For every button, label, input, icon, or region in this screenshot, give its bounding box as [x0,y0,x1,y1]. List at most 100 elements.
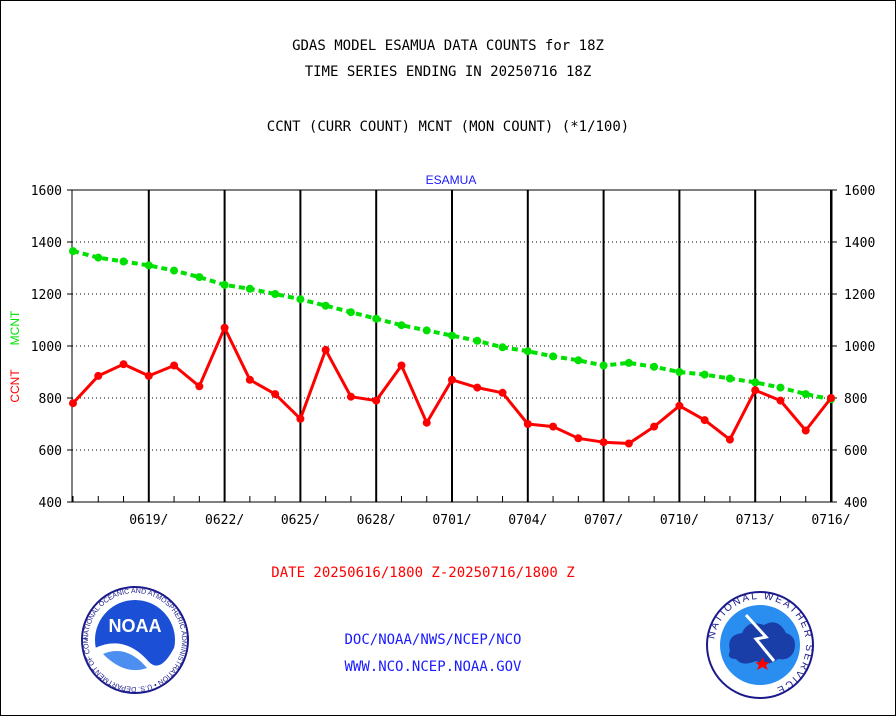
y-tick-label-right: 1400 [844,236,875,251]
data-point-ccnt [700,416,709,425]
data-point-mcnt [245,284,254,293]
data-point-ccnt [94,371,103,380]
data-point-ccnt [498,388,507,397]
data-point-ccnt [624,439,633,448]
credit-line-org: DOC/NOAA/NWS/NCEP/NCO [344,632,522,648]
data-point-mcnt [549,352,558,361]
data-point-mcnt [523,347,532,356]
data-point-mcnt [422,326,431,335]
data-point-ccnt [776,396,785,405]
grid-layer [67,189,837,503]
data-point-mcnt [372,314,381,323]
data-point-mcnt [751,378,760,387]
data-point-ccnt [372,396,381,405]
x-tick-label: 0701/ [432,513,471,528]
data-point-ccnt [170,361,179,370]
series-layer [69,247,835,448]
y-tick-label-right: 800 [844,392,867,407]
data-point-ccnt [574,434,583,443]
data-point-ccnt [271,390,280,399]
y-tick-label-left: 1000 [31,340,62,355]
x-tick-label: 0619/ [129,513,168,528]
x-tick-label: 0704/ [508,513,547,528]
y-tick-label-right: 1200 [844,288,875,303]
data-point-ccnt [650,422,659,431]
data-point-ccnt [448,375,456,384]
data-point-mcnt [346,308,355,317]
data-point-ccnt [346,392,355,401]
y-tick-label-left: 400 [39,496,62,511]
noaa-logo: NOAA NATIONAL OCEANIC AND ATMOSPHERIC AD… [81,586,189,694]
data-point-ccnt [675,401,684,410]
data-point-mcnt [776,383,785,392]
data-point-ccnt [119,360,128,369]
data-point-ccnt [195,382,204,391]
x-tick-label: 0713/ [736,513,775,528]
data-point-mcnt [599,361,608,370]
data-point-ccnt [69,399,77,408]
data-point-mcnt [397,321,406,330]
chart-legend-text: CCNT (CURR COUNT) MCNT (MON COUNT) (*1/1… [266,119,630,135]
data-point-ccnt [599,438,608,447]
data-point-ccnt [397,361,406,370]
y-tick-label-left: 600 [39,444,62,459]
data-point-ccnt [220,323,229,332]
x-tick-label: 0625/ [281,513,320,528]
data-point-mcnt [271,290,280,298]
data-point-ccnt [321,345,330,354]
y-tick-label-left: 800 [39,392,62,407]
chart-title: GDAS MODEL ESAMUA DATA COUNTS for 18Z [292,38,604,54]
plot-border [71,189,833,503]
data-point-ccnt [473,383,482,392]
data-point-ccnt [827,394,835,402]
data-point-mcnt [448,331,456,340]
data-point-mcnt [321,301,330,310]
station-label: ESAMUA [426,173,477,187]
data-point-mcnt [170,266,179,275]
data-point-mcnt [700,370,709,379]
y-axis-label-ccnt: CCNT [8,369,22,403]
x-tick-label: 0710/ [660,513,699,528]
date-range-label: DATE 20250616/1800 Z-20250716/1800 Z [271,565,575,581]
x-tick-label: 0716/ [811,513,850,528]
data-point-mcnt [195,273,204,282]
y-tick-label-left: 1200 [31,288,62,303]
data-point-mcnt [498,343,507,352]
data-point-ccnt [751,386,760,395]
y-tick-label-right: 1600 [844,184,875,199]
data-point-ccnt [725,435,734,444]
credit-line-url[interactable]: WWW.NCO.NCEP.NOAA.GOV [344,659,522,675]
data-point-ccnt [245,375,254,384]
data-point-ccnt [296,414,305,423]
data-point-ccnt [144,371,153,380]
x-tick-label: 0628/ [357,513,396,528]
data-point-mcnt [473,336,482,345]
y-tick-label-right: 400 [844,496,867,511]
y-axis-label-mcnt: MCNT [8,310,22,345]
data-point-mcnt [296,295,305,304]
data-point-mcnt [119,257,128,266]
data-point-mcnt [220,280,229,289]
data-point-ccnt [549,422,558,431]
data-point-mcnt [650,362,659,371]
data-point-mcnt [94,253,103,262]
chart-subtitle: TIME SERIES ENDING IN 20250716 18Z [304,64,592,80]
data-point-ccnt [801,426,810,435]
data-point-mcnt [69,247,77,256]
data-point-mcnt [624,358,633,367]
x-tick-label: 0707/ [584,513,623,528]
data-point-mcnt [801,390,810,399]
x-tick-label: 0622/ [205,513,244,528]
tick-layer: 400 400 600 600 800 800 1000 1000 1200 1200 1400 14… [31,184,876,528]
data-point-mcnt [144,261,153,270]
data-point-mcnt [574,356,583,365]
data-point-mcnt [725,374,734,383]
y-tick-label-left: 1600 [31,184,62,199]
data-point-mcnt [675,368,684,376]
data-point-ccnt [422,418,431,427]
data-point-ccnt [523,420,532,428]
y-tick-label-right: 600 [844,444,867,459]
noaa-emblem-text: NOAA [109,616,162,636]
y-tick-label-left: 1400 [31,236,62,251]
